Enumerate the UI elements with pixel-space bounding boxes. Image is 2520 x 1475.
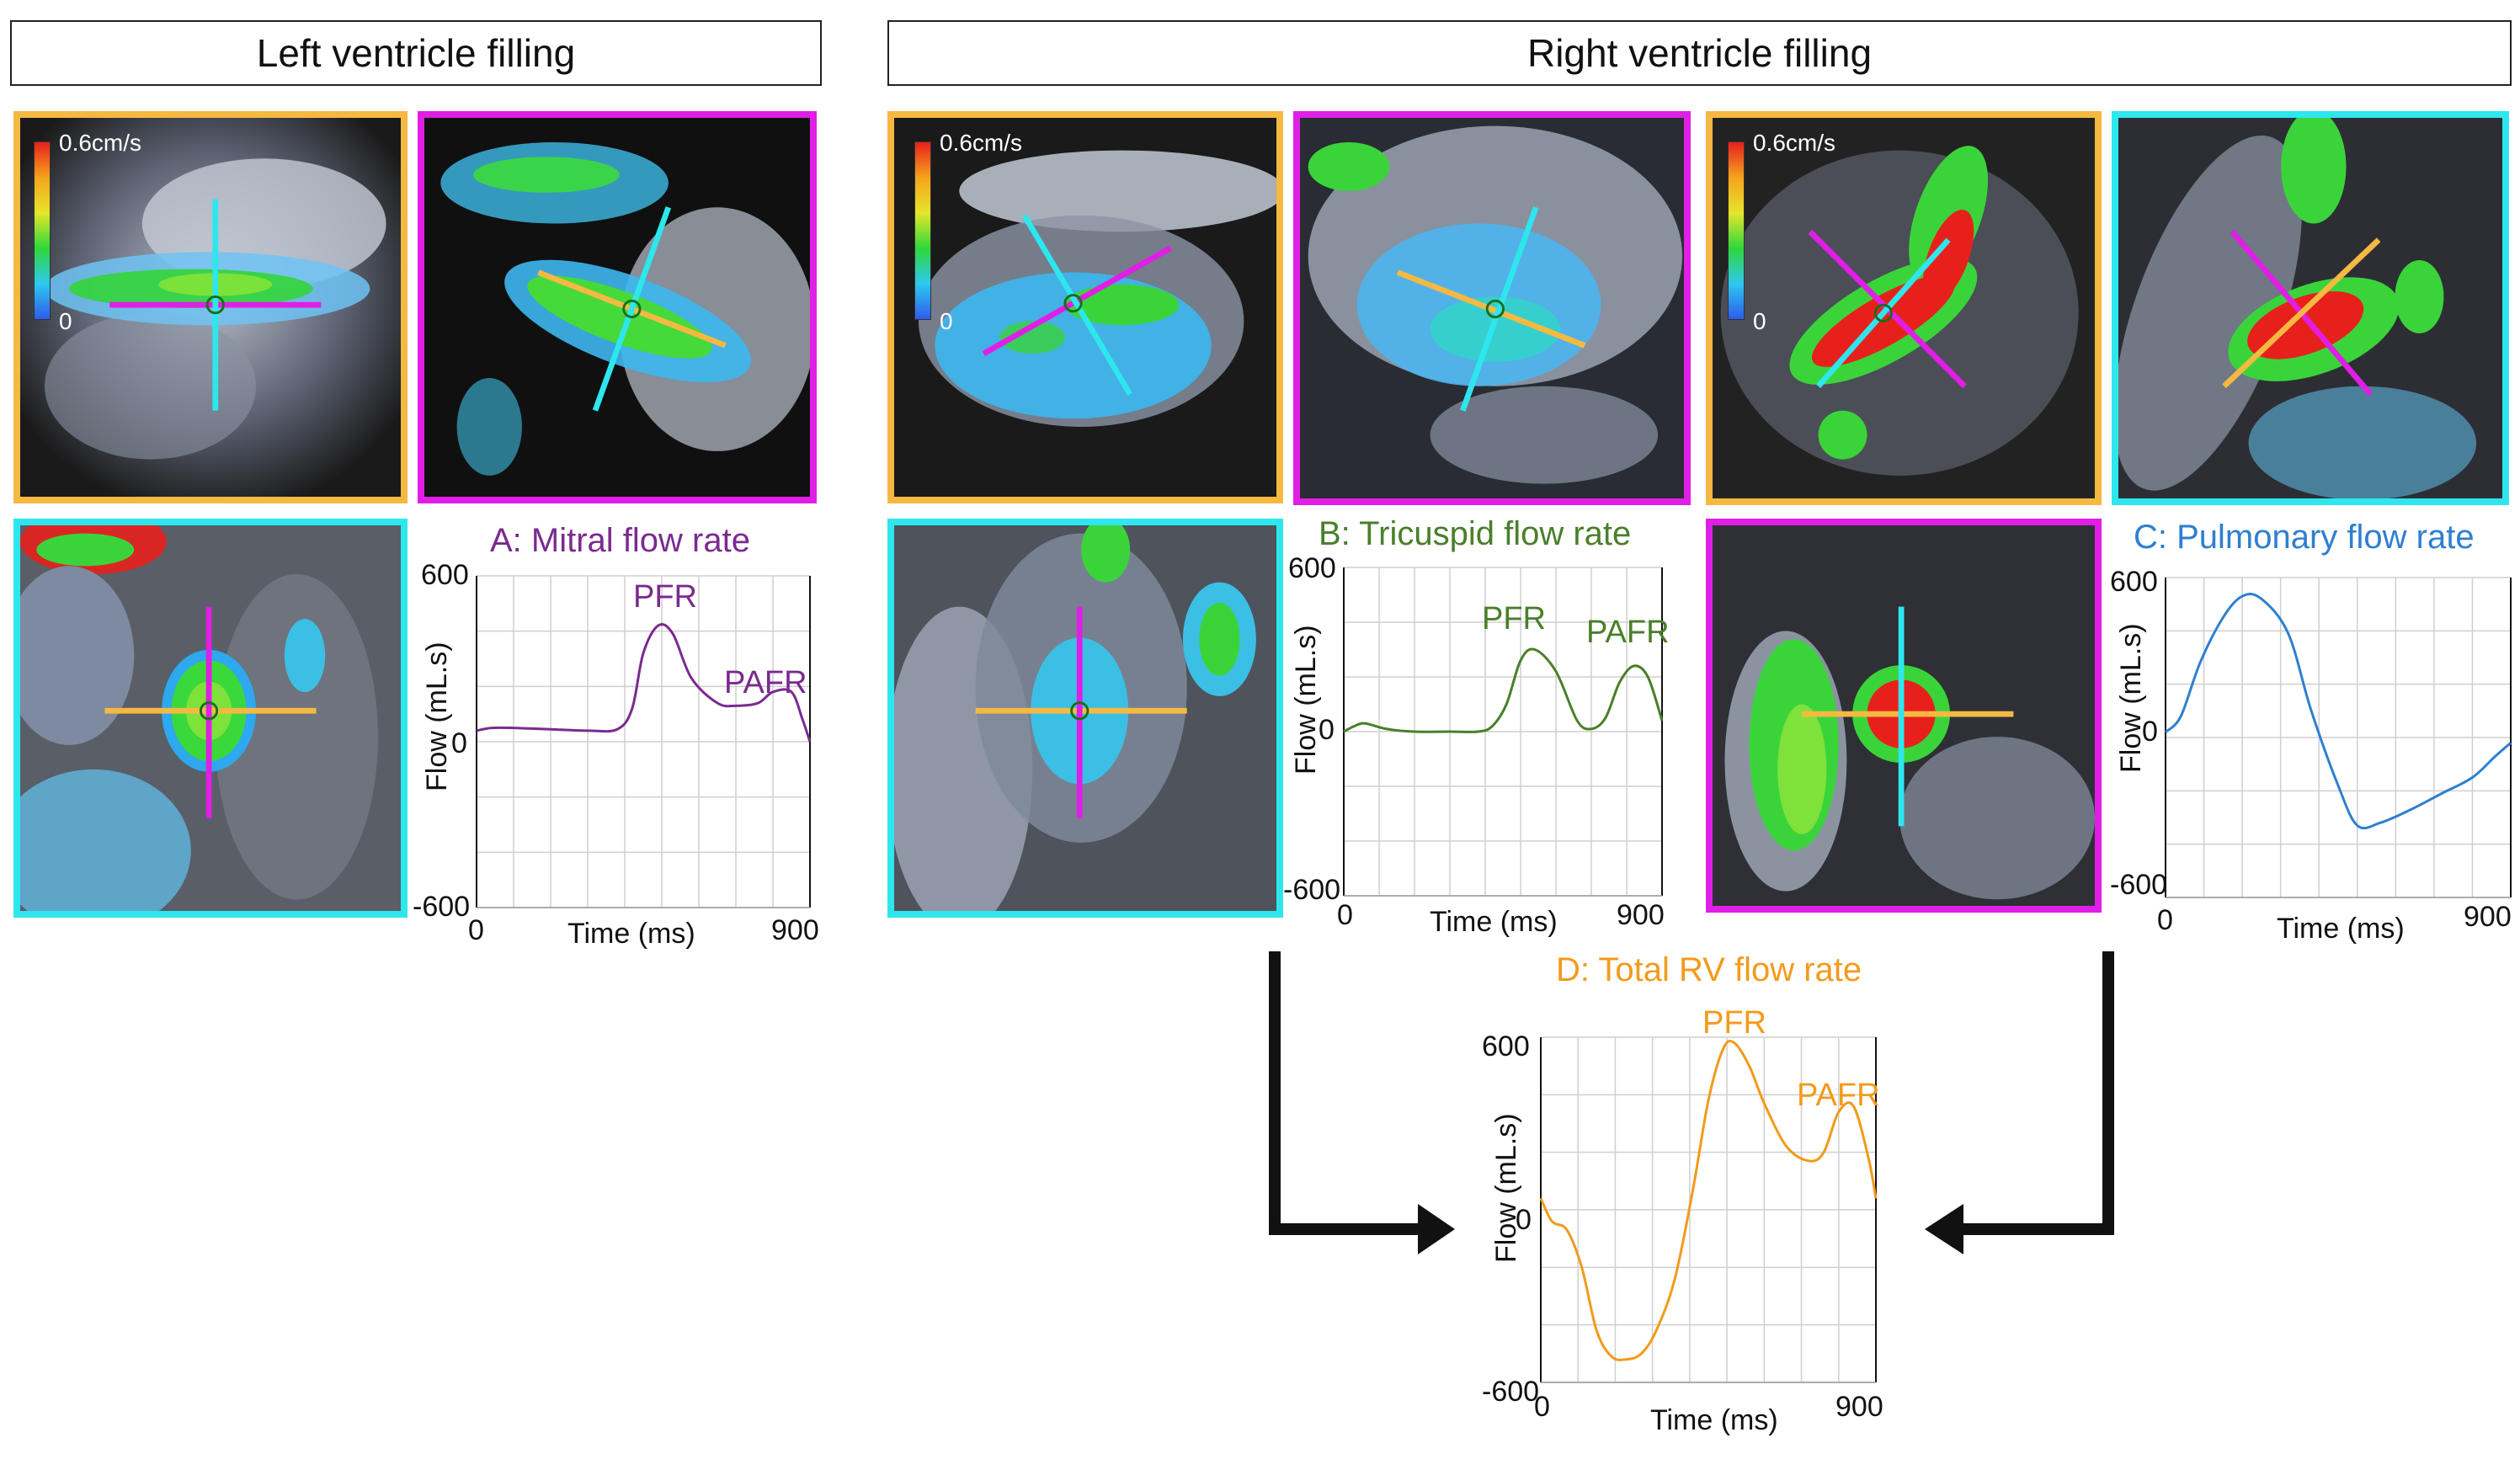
- graph-a-ymax: 600: [421, 559, 469, 591]
- colorbar-max-label: 0.6cm/s: [1753, 130, 1836, 156]
- graph-b-peak-pafr: PAFR: [1586, 615, 1670, 650]
- graph-b-ymin: -600: [1283, 874, 1341, 906]
- graph-d-peak-pafr: PAFR: [1797, 1078, 1880, 1113]
- colorbar-min-label: 0: [940, 308, 953, 334]
- graph-d-xlabel: Time (ms): [1650, 1404, 1778, 1436]
- graph-a-ymin: -600: [413, 891, 471, 923]
- colorbar-min-label: 0: [59, 308, 72, 334]
- graph-a-xmax: 900: [771, 914, 819, 946]
- graph-c-ylabel: Flow (mL.s): [2115, 623, 2147, 773]
- graph-a-ylabel: Flow (mL.s): [421, 642, 453, 791]
- graph-a-xlabel: Time (ms): [567, 918, 695, 950]
- colorbar-max-label: 0.6cm/s: [59, 130, 142, 156]
- graph-c-xmax: 900: [2464, 901, 2512, 933]
- left-flow-arrow: [1269, 951, 1455, 1254]
- graph-b-yzero: 0: [1319, 714, 1335, 746]
- graph-b-ylabel: Flow (mL.s): [1290, 625, 1322, 775]
- graph-b-plot: [1343, 567, 1664, 897]
- graph-b-xmin: 0: [1337, 899, 1353, 931]
- graph-b-xmax: 900: [1617, 899, 1665, 931]
- graph-d-peak-pfr: PFR: [1702, 1005, 1766, 1041]
- flow-rate-series-line: [2164, 593, 2512, 830]
- lv-perpendicular-image: [418, 111, 817, 503]
- rv-outflow-perpendicular-image: [2112, 111, 2509, 505]
- graph-a-yzero: 0: [451, 727, 467, 759]
- left-ventricle-header: Left ventricle filling: [10, 20, 822, 86]
- lv-short-axis-image: [13, 519, 408, 918]
- colorbar-gradient: [1728, 141, 1745, 320]
- graph-d-ylabel: Flow (mL.s): [1490, 1113, 1522, 1263]
- graph-c-ymax: 600: [2110, 566, 2158, 598]
- right-flow-arrow: [1925, 951, 2114, 1254]
- graph-d-xmin: 0: [1534, 1391, 1550, 1423]
- right-ventricle-title: Right ventricle filling: [1526, 31, 1873, 75]
- graph-a-xmin: 0: [468, 914, 484, 946]
- graph-b-title: B: Tricuspid flow rate: [1319, 515, 1632, 552]
- flow-rate-series-line: [476, 623, 812, 743]
- graph-c-ymin: -600: [2110, 869, 2168, 901]
- graph-b-peak-pfr: PFR: [1482, 601, 1546, 636]
- rv-long-axis-image: 0.6cm/s 0: [887, 111, 1283, 503]
- colorbar-gradient: [914, 141, 931, 320]
- graph-c-xmin: 0: [2157, 904, 2173, 936]
- lv-long-axis-image: 0.6cm/s 0: [13, 111, 408, 503]
- graph-c-yzero: 0: [2142, 716, 2158, 748]
- graph-c-xlabel: Time (ms): [2277, 913, 2405, 945]
- graph-a-peak-pfr: PFR: [633, 579, 697, 615]
- rv-outflow-long-axis-image: 0.6cm/s 0: [1706, 111, 2102, 505]
- rv-tricuspid-perpendicular-image: [1293, 111, 1691, 505]
- graph-d-title: D: Total RV flow rate: [1556, 951, 1862, 988]
- graph-d-xmax: 900: [1835, 1391, 1883, 1423]
- graph-b-xlabel: Time (ms): [1430, 906, 1558, 938]
- colorbar-max-label: 0.6cm/s: [940, 130, 1023, 156]
- rv-short-axis-image: [887, 519, 1283, 918]
- rv-outflow-short-axis-image: [1706, 519, 2102, 913]
- graph-d-plot: [1539, 1036, 1878, 1383]
- flow-rate-series-line: [1343, 647, 1664, 733]
- graph-c-plot: [2164, 577, 2512, 898]
- colorbar-gradient: [34, 141, 51, 320]
- flow-rate-series-line: [1539, 1040, 1878, 1361]
- right-ventricle-header: Right ventricle filling: [887, 20, 2512, 86]
- colorbar-min-label: 0: [1753, 308, 1766, 334]
- graph-a-peak-pafr: PAFR: [724, 665, 807, 700]
- left-ventricle-title: Left ventricle filling: [256, 31, 576, 75]
- graph-c-title: C: Pulmonary flow rate: [2134, 519, 2475, 556]
- graph-d-ymax: 600: [1482, 1030, 1530, 1062]
- graph-b-ymax: 600: [1288, 552, 1336, 584]
- graph-a-plot: [476, 575, 812, 908]
- graph-a-title: A: Mitral flow rate: [490, 522, 750, 559]
- graph-d-ymin: -600: [1482, 1376, 1540, 1408]
- graph-d-yzero: 0: [1516, 1204, 1532, 1236]
